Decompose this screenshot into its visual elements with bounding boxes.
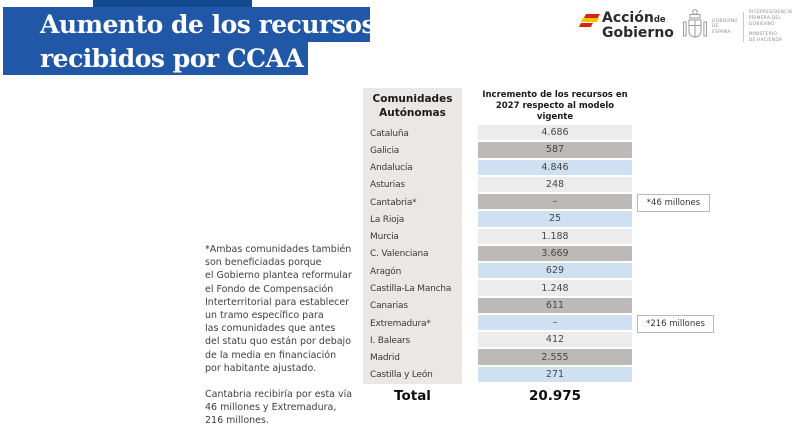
table-row-value: 611 [478,297,632,313]
de-word: de [653,15,666,25]
table-name-column: Cataluña Galicia Andalucía Asturias Cantabri… [363,125,462,384]
table-row-name: Andalucía [370,163,413,174]
table-row-name: I. Balears [370,335,411,346]
table-row-value: 1.248 [478,280,632,296]
table-header-comunidades: Comunidades Autónomas [372,93,453,119]
table-row-name: Castilla y León [370,370,433,381]
logo-divider [742,12,744,42]
table-row-value: 2.555 [478,349,632,365]
table-name-column-background [363,88,462,384]
table-row-value: 4.686 [478,125,632,141]
table-row-value: 587 [478,142,632,158]
table-row-value: 1.188 [478,228,632,244]
spain-flag-icon [579,14,600,28]
table-row-name: Cataluña [370,128,409,139]
table-row-name: La Rioja [370,214,405,225]
table-row-value: 25 [478,211,632,227]
table-row-name: C. Valenciana [370,249,429,260]
table-row-value: 271 [478,366,632,383]
table-row-value: 4.846 [478,159,632,175]
table-row-name: Canarias [370,301,408,312]
coat-of-arms-icon [683,9,707,38]
slide-title-line2: recibidos por CCAA [3,42,308,75]
callout-216-millones: *216 millones [637,315,714,333]
table-row-name: Galicia [370,145,400,156]
ministerio-hacienda-label: MINISTERIO DE HACIENDA [748,32,783,43]
table-value-column: 4.686 587 4.846 248–25 1.188 3.669 629 1.248 611… [478,125,632,384]
gobierno-de-espana-label: GOBIERNO DE ESPAÑA [712,18,738,35]
table-row-name: Extremadura* [370,318,431,329]
table-row-value: 3.669 [478,245,632,262]
gobierno-de-espana-logo: GOBIERNO DE ESPAÑA VICEPRESIDENCIA PRIME… [682,8,800,46]
table-row-name: Asturias [370,180,405,191]
accion-logo-text: Acciónde Gobierno [602,11,674,40]
table-row-name: Aragón [370,266,402,277]
vicepresidencia-label: VICEPRESIDENCIA PRIMERA DEL GOBIERNO [748,10,793,27]
table-row-value: – [478,194,632,210]
title-accent-bar [93,0,252,7]
table-row-name: Madrid [370,353,400,364]
footnote-text: *Ambas comunidades también son beneficia… [205,243,363,428]
table-row-name: Castilla-La Mancha [370,284,452,295]
table-row-name: Cantabria* [370,197,417,208]
accion-word: Acción [602,10,654,26]
table-row-value: 412 [478,332,632,348]
total-value: 20.975 [528,388,582,404]
gobierno-word: Gobierno [602,24,674,41]
slide-title-line1: Aumento de los recursos [3,7,376,42]
total-label: Total [394,388,431,404]
footnote-paragraph-1: *Ambas comunidades también son beneficia… [205,244,352,374]
footnote-paragraph-2: Cantabria recibiría por esta vía 46 mill… [205,389,353,427]
table-row-value: – [478,314,632,331]
accion-de-gobierno-logo: Acciónde Gobierno [579,11,674,40]
table-header-incremento: Incremento de los recursos en 2027 respe… [478,88,632,125]
table-row-name: Murcia [370,232,399,243]
callout-46-millones: *46 millones [637,194,710,212]
ministry-labels: VICEPRESIDENCIA PRIMERA DEL GOBIERNO MIN… [749,10,800,43]
table-row-value: 248 [478,176,632,193]
table-row-value: 629 [478,263,632,279]
